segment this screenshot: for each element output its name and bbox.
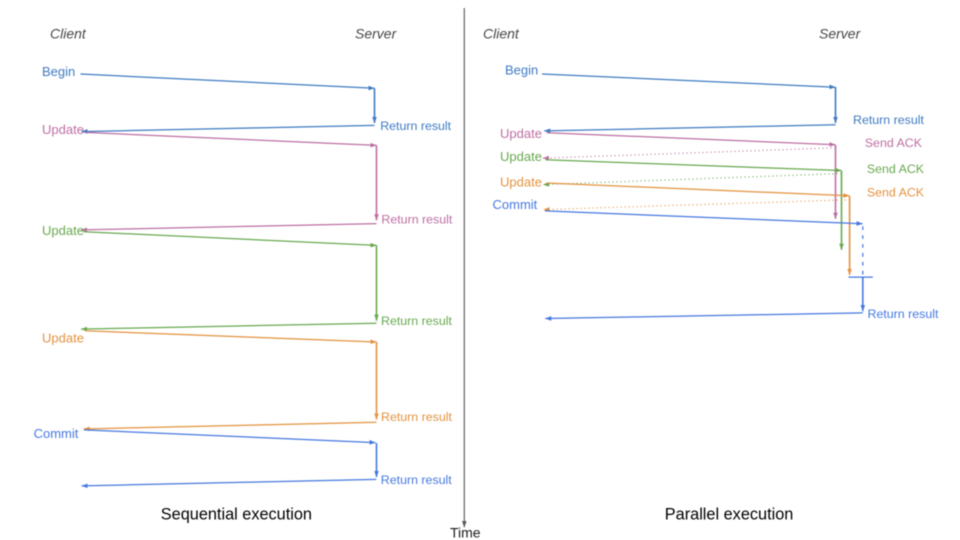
svg-text:Send ACK: Send ACK (867, 162, 925, 176)
svg-text:Update: Update (500, 149, 542, 164)
svg-text:Server: Server (355, 26, 398, 42)
svg-text:Return result: Return result (380, 119, 451, 133)
svg-text:Sequential execution: Sequential execution (161, 505, 312, 523)
svg-text:Update: Update (500, 126, 542, 141)
svg-text:Commit: Commit (34, 426, 79, 441)
svg-text:Return result: Return result (381, 212, 452, 226)
svg-text:Client: Client (483, 26, 520, 42)
svg-text:Begin: Begin (42, 64, 75, 79)
svg-text:Server: Server (819, 26, 862, 42)
svg-text:Parallel execution: Parallel execution (665, 505, 794, 523)
svg-text:Send ACK: Send ACK (865, 136, 923, 150)
svg-text:Update: Update (42, 330, 84, 345)
svg-text:Update: Update (42, 122, 84, 137)
svg-text:Time: Time (450, 525, 481, 540)
svg-text:Return result: Return result (853, 113, 924, 127)
svg-text:Return result: Return result (381, 314, 452, 328)
svg-text:Send ACK: Send ACK (867, 185, 925, 199)
svg-text:Update: Update (42, 223, 84, 238)
svg-text:Begin: Begin (505, 63, 538, 78)
svg-text:Commit: Commit (493, 197, 538, 212)
svg-text:Return result: Return result (868, 307, 939, 321)
svg-text:Return result: Return result (381, 410, 452, 424)
svg-text:Client: Client (50, 26, 87, 42)
svg-text:Return result: Return result (381, 473, 452, 487)
svg-text:Update: Update (500, 174, 542, 189)
